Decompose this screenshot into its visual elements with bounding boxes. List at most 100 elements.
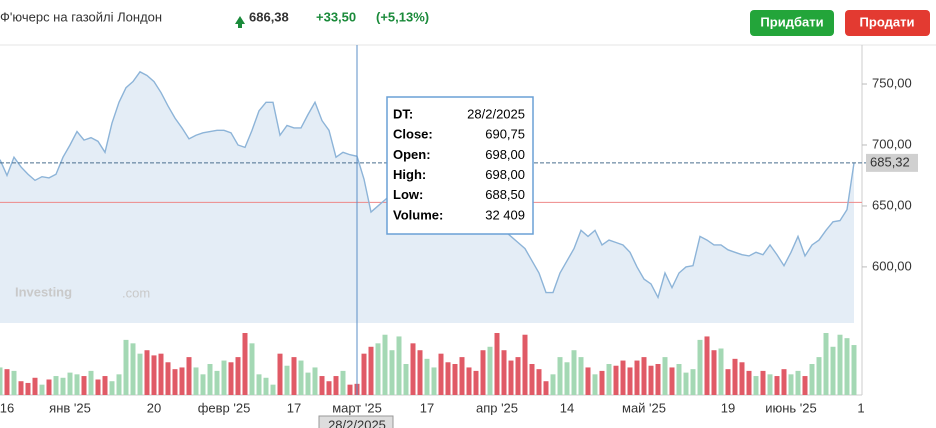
tooltip-label: Open:: [393, 147, 431, 162]
tooltip-value: 698,00: [485, 167, 525, 182]
volume-bar: [270, 384, 276, 395]
x-tick-label: 19: [721, 400, 735, 415]
tooltip-label: Volume:: [393, 207, 443, 222]
volume-bar: [172, 369, 178, 395]
volume-bar: [515, 357, 521, 395]
tooltip-value: 690,75: [485, 127, 525, 142]
volume-bar: [690, 369, 696, 395]
volume-bar: [732, 358, 738, 395]
volume-bar: [627, 367, 633, 395]
volume-bar: [102, 376, 108, 395]
change: +33,50: [316, 9, 356, 24]
volume-bar: [298, 360, 304, 395]
volume-bar: [725, 369, 731, 395]
volume-bar: [11, 370, 17, 395]
volume-bar: [305, 372, 311, 395]
volume-bar: [256, 374, 262, 395]
volume-bar: [487, 346, 493, 395]
x-tick-label: 17: [420, 400, 434, 415]
volume-bar: [844, 338, 850, 395]
volume-bar: [781, 369, 787, 395]
volume-bar: [837, 334, 843, 395]
volume-bar: [571, 350, 577, 395]
tooltip-value: 688,50: [485, 187, 525, 202]
up-arrow: [235, 16, 245, 28]
volume-bar: [242, 333, 248, 395]
volume-bar: [466, 367, 472, 395]
volume-bar: [648, 365, 654, 395]
volume-bar: [830, 346, 836, 395]
buy-label[interactable]: Придбати: [760, 14, 823, 29]
last-price-box: [866, 153, 918, 172]
x-tick-label: июнь '25: [765, 400, 817, 415]
watermark: Investing: [15, 284, 72, 299]
volume-bar: [109, 381, 115, 395]
volume-bar: [788, 374, 794, 395]
volume-bar: [186, 357, 192, 395]
volume-bar: [662, 357, 668, 395]
volume-bar: [704, 336, 710, 395]
volume-bar: [382, 334, 388, 395]
tooltip-label: DT:: [393, 106, 413, 121]
x-tick-label: февр '25: [198, 400, 251, 415]
volume-bar: [165, 362, 171, 395]
volume-bar: [851, 345, 857, 395]
x-tick-label: 20: [147, 400, 161, 415]
volume-bar: [501, 350, 507, 395]
volume-bar: [774, 376, 780, 395]
crosshair-box: [318, 415, 394, 428]
x-tick-label: май '25: [622, 400, 666, 415]
volume-bar: [606, 364, 612, 395]
volume-bar: [718, 348, 724, 395]
volume-bar: [620, 360, 626, 395]
volume-bar: [18, 381, 24, 395]
tooltip-value: 32 409: [485, 207, 525, 222]
volume-bar: [816, 357, 822, 395]
volume-bar: [452, 364, 458, 395]
volume-bar: [25, 382, 31, 395]
volume-bar: [214, 370, 220, 395]
volume-bar: [564, 362, 570, 395]
volume-bar: [578, 357, 584, 395]
volume-bar: [445, 362, 451, 395]
volume-bar: [221, 360, 227, 395]
volume-bar: [151, 355, 157, 395]
volume-bar: [802, 376, 808, 395]
volume-bar: [319, 376, 325, 395]
volume-bar: [641, 357, 647, 395]
volume-bar: [529, 364, 535, 395]
x-tick-label: 1: [857, 400, 864, 415]
volume-bar: [0, 367, 3, 395]
volume-bar: [795, 370, 801, 395]
volume-bar: [767, 374, 773, 395]
volume-bar: [592, 374, 598, 395]
volume-bar: [326, 381, 332, 395]
price: 686,38: [249, 9, 289, 24]
volume-bar: [396, 336, 402, 395]
y-tick-label: 600,00: [872, 258, 912, 273]
sell-button[interactable]: [845, 10, 930, 36]
volume-bar: [753, 376, 759, 395]
title: Ф'ючерс на газойлі Лондон: [0, 9, 162, 24]
volume-bar: [746, 370, 752, 395]
tooltip-label: Low:: [393, 187, 423, 202]
volume-bar: [655, 364, 661, 395]
x-tick-label: 14: [560, 400, 574, 415]
volume-bar: [130, 343, 136, 395]
volume-bar: [81, 376, 87, 395]
volume-bar: [368, 346, 374, 395]
volume-bar: [277, 353, 283, 395]
buy-button[interactable]: [750, 10, 834, 36]
volume-bar: [508, 360, 514, 395]
volume-bar: [536, 369, 542, 395]
volume-bar: [333, 376, 339, 395]
volume-bar: [403, 364, 409, 395]
sell-label[interactable]: Продати: [860, 14, 915, 29]
x-tick-label: янв '25: [49, 400, 91, 415]
crosshair-label: 28/2/2025: [328, 417, 386, 428]
volume-bar: [137, 353, 143, 395]
volume-bar: [823, 333, 829, 395]
volume-bar: [284, 365, 290, 395]
volume-bar: [557, 357, 563, 395]
volume-bar: [431, 367, 437, 395]
